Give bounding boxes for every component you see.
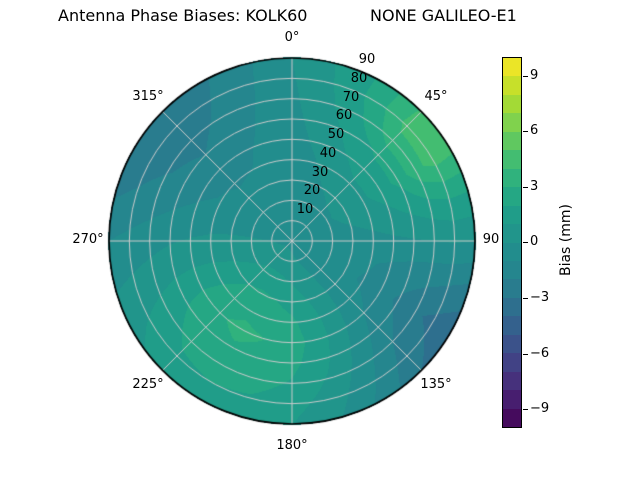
plot-subtitle: NONE GALILEO-E1 — [370, 6, 517, 25]
colorbar-tick-label: 3 — [530, 179, 539, 194]
angle-label-45: 45° — [424, 89, 448, 104]
colorbar — [502, 57, 522, 428]
colorbar-tickmark — [523, 298, 528, 299]
angle-label-225: 225° — [132, 377, 164, 392]
colorbar-axis-label: Bias (mm) — [558, 203, 574, 277]
radius-label-50: 50 — [327, 127, 345, 142]
colorbar-tick-label: 0 — [530, 234, 539, 249]
colorbar-tickmark — [523, 131, 528, 132]
colorbar-band — [503, 94, 521, 114]
polar-contour-plot — [107, 56, 477, 426]
colorbar-band — [503, 187, 521, 206]
plot-title: Antenna Phase Biases: KOLK60 — [58, 6, 308, 25]
colorbar-band — [503, 353, 521, 372]
radius-label-90: 90 — [358, 52, 376, 67]
radius-label-70: 70 — [342, 90, 360, 105]
colorbar-band — [503, 279, 521, 298]
colorbar-tickmark — [523, 76, 528, 77]
colorbar-band — [503, 390, 521, 409]
radius-label-10: 10 — [296, 202, 314, 217]
colorbar-band — [503, 113, 521, 132]
radius-label-60: 60 — [335, 108, 353, 123]
colorbar-band — [503, 150, 521, 169]
colorbar-tickmark — [523, 242, 528, 243]
angle-label-0: 0° — [284, 30, 300, 45]
angle-label-135: 135° — [420, 377, 452, 392]
colorbar-tick-label: −3 — [530, 290, 550, 305]
radius-label-40: 40 — [319, 146, 337, 161]
colorbar-tickmark — [523, 354, 528, 355]
colorbar-band — [503, 242, 521, 261]
colorbar-band — [503, 131, 521, 151]
colorbar-tick-label: 6 — [530, 123, 539, 138]
colorbar-band — [503, 371, 521, 391]
colorbar-band — [503, 408, 521, 428]
colorbar-band — [503, 58, 521, 77]
radius-label-80: 80 — [350, 71, 368, 86]
colorbar-band — [503, 205, 521, 225]
colorbar-tick-label: −6 — [530, 346, 550, 361]
colorbar-tickmark — [523, 187, 528, 188]
colorbar-band — [503, 334, 521, 354]
angle-label-270: 270° — [72, 232, 104, 247]
colorbar-tick-label: −9 — [530, 401, 550, 416]
radius-label-30: 30 — [311, 165, 329, 180]
colorbar-band — [503, 316, 521, 335]
colorbar-band — [503, 168, 521, 188]
colorbar-band — [503, 297, 521, 317]
colorbar-tick-label: 9 — [530, 68, 539, 83]
angle-label-180: 180° — [276, 438, 308, 453]
angle-label-90: 90 — [482, 232, 500, 247]
colorbar-band — [503, 224, 521, 243]
colorbar-tickmark — [523, 409, 528, 410]
colorbar-band — [503, 76, 521, 95]
angle-label-315: 315° — [132, 89, 164, 104]
radius-label-20: 20 — [303, 183, 321, 198]
colorbar-band — [503, 260, 521, 280]
